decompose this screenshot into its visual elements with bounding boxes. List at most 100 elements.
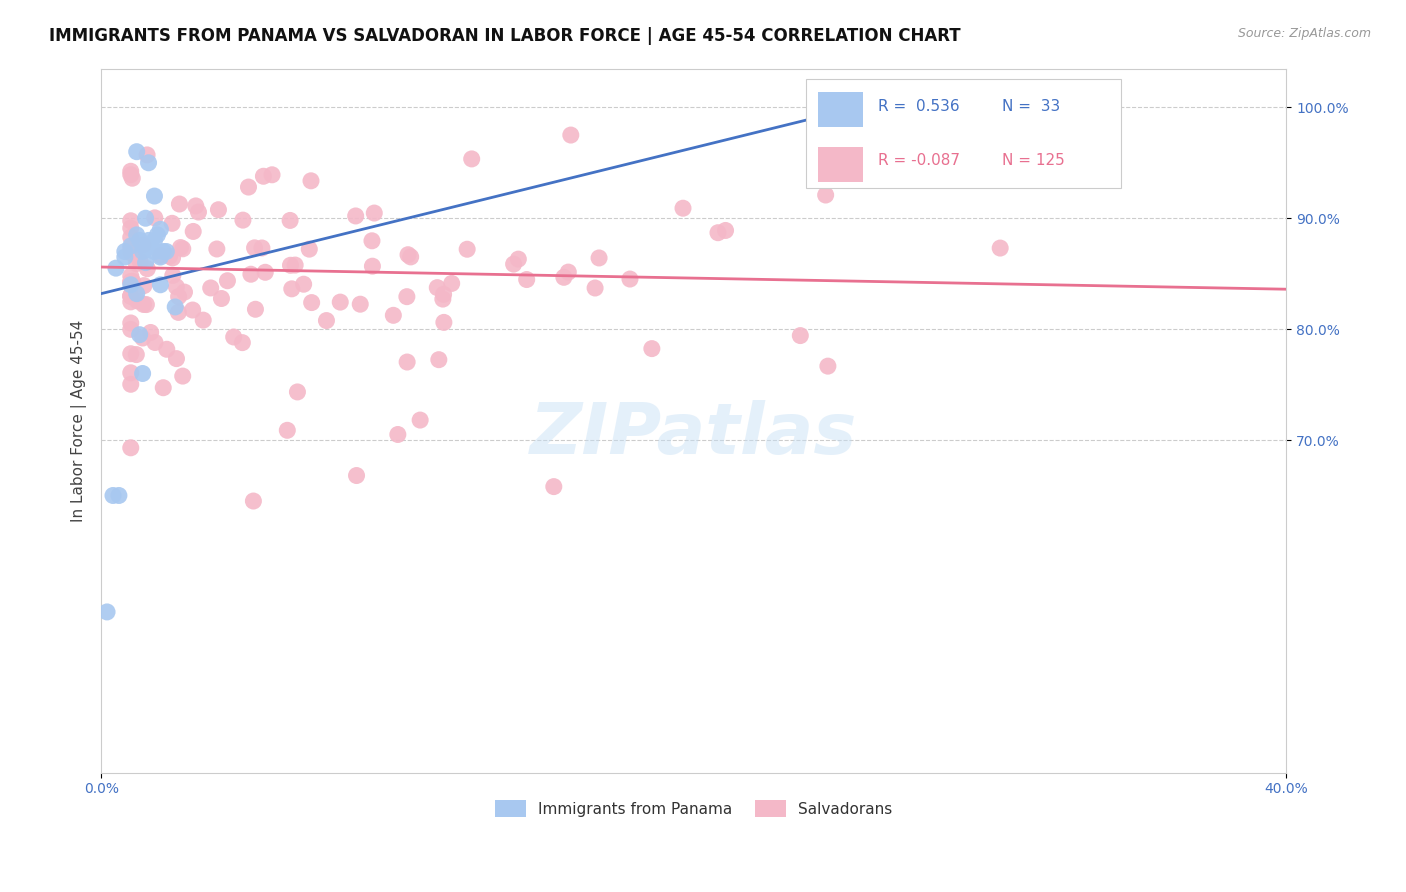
- Point: [363, 206, 385, 220]
- Text: Source: ZipAtlas.com: Source: ZipAtlas.com: [1237, 27, 1371, 40]
- Point: [672, 201, 695, 215]
- Point: [120, 294, 142, 309]
- Point: [222, 330, 245, 344]
- Point: [143, 244, 166, 259]
- Point: [132, 297, 155, 311]
- Point: [167, 289, 190, 303]
- Point: [502, 257, 524, 271]
- Point: [396, 355, 419, 369]
- Point: [120, 239, 142, 253]
- Point: [292, 277, 315, 292]
- Point: [855, 100, 877, 114]
- Point: [143, 211, 166, 225]
- Point: [432, 292, 454, 306]
- Point: [553, 270, 575, 285]
- Point: [278, 213, 301, 227]
- Point: [988, 241, 1011, 255]
- Text: R =  0.536: R = 0.536: [877, 99, 959, 114]
- Point: [104, 261, 127, 276]
- Point: [287, 384, 309, 399]
- Point: [165, 280, 187, 294]
- Point: [149, 277, 172, 292]
- Point: [641, 342, 664, 356]
- Point: [120, 347, 142, 361]
- Point: [169, 241, 191, 255]
- Point: [120, 275, 142, 289]
- Point: [427, 352, 450, 367]
- Point: [120, 366, 142, 380]
- Text: N =  33: N = 33: [1002, 99, 1060, 114]
- Point: [543, 480, 565, 494]
- Text: R = -0.087: R = -0.087: [877, 153, 959, 169]
- Point: [516, 272, 538, 286]
- Point: [231, 335, 253, 350]
- Point: [588, 251, 610, 265]
- Point: [125, 348, 148, 362]
- Point: [120, 322, 142, 336]
- Point: [101, 488, 124, 502]
- Point: [242, 494, 264, 508]
- Point: [167, 305, 190, 319]
- Point: [232, 213, 254, 227]
- Point: [120, 245, 142, 260]
- Point: [120, 441, 142, 455]
- Point: [281, 282, 304, 296]
- Point: [181, 224, 204, 238]
- Text: IMMIGRANTS FROM PANAMA VS SALVADORAN IN LABOR FORCE | AGE 45-54 CORRELATION CHAR: IMMIGRANTS FROM PANAMA VS SALVADORAN IN …: [49, 27, 960, 45]
- Point: [120, 230, 142, 244]
- Point: [239, 267, 262, 281]
- Point: [156, 343, 179, 357]
- Point: [120, 289, 142, 303]
- Point: [361, 259, 384, 273]
- Point: [560, 128, 582, 142]
- Point: [508, 252, 530, 267]
- Point: [789, 328, 811, 343]
- Point: [120, 168, 142, 182]
- Point: [120, 289, 142, 303]
- Bar: [818, 92, 863, 128]
- Point: [160, 216, 183, 230]
- Point: [149, 250, 172, 264]
- Point: [243, 241, 266, 255]
- Point: [395, 290, 418, 304]
- Point: [120, 377, 142, 392]
- Point: [260, 168, 283, 182]
- Point: [557, 265, 579, 279]
- Point: [125, 286, 148, 301]
- Point: [301, 295, 323, 310]
- Point: [280, 258, 302, 272]
- Point: [138, 155, 160, 169]
- Point: [162, 268, 184, 283]
- Y-axis label: In Labor Force | Age 45-54: In Labor Force | Age 45-54: [72, 319, 87, 522]
- Point: [127, 293, 149, 308]
- Point: [187, 205, 209, 219]
- Point: [361, 234, 384, 248]
- Point: [120, 221, 142, 235]
- Point: [298, 242, 321, 256]
- Point: [135, 242, 157, 256]
- Point: [128, 234, 150, 248]
- Point: [135, 211, 157, 226]
- Point: [152, 244, 174, 259]
- Point: [619, 272, 641, 286]
- Point: [120, 241, 142, 255]
- Point: [121, 274, 143, 288]
- Point: [238, 180, 260, 194]
- Point: [382, 308, 405, 322]
- Point: [120, 214, 142, 228]
- Point: [387, 427, 409, 442]
- Point: [276, 423, 298, 437]
- Point: [114, 244, 136, 259]
- Point: [146, 227, 169, 242]
- Point: [200, 281, 222, 295]
- Point: [315, 313, 337, 327]
- Point: [866, 122, 889, 136]
- Point: [131, 367, 153, 381]
- Point: [165, 300, 187, 314]
- Point: [181, 303, 204, 318]
- Point: [207, 202, 229, 217]
- Point: [440, 277, 463, 291]
- Point: [162, 251, 184, 265]
- Point: [299, 174, 322, 188]
- Legend: Immigrants from Panama, Salvadorans: Immigrants from Panama, Salvadorans: [488, 792, 900, 825]
